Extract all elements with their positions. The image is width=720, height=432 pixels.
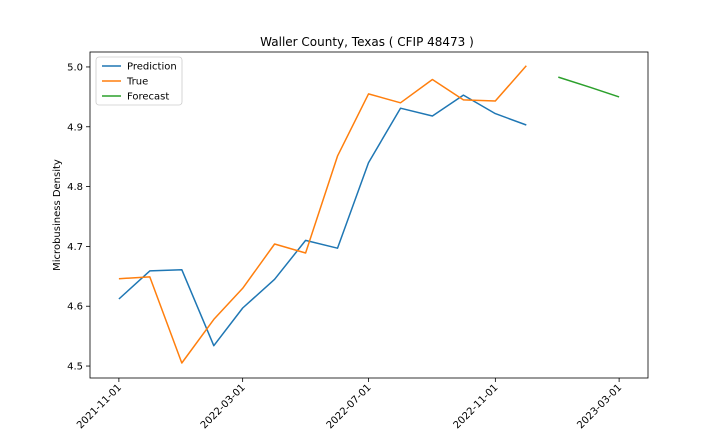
x-tick-label: 2023-03-01: [575, 382, 624, 431]
y-tick-label: 4.7: [67, 242, 83, 253]
y-axis-label: Microbusiness Density: [52, 159, 63, 271]
x-tick-label: 2022-03-01: [199, 382, 248, 431]
series-line-prediction: [118, 94, 527, 347]
legend-box: [95, 56, 183, 106]
x-tick-label: 2022-07-01: [325, 382, 374, 431]
x-tick-label: 2021-11-01: [75, 382, 124, 431]
legend-label-prediction: Prediction: [127, 62, 177, 73]
legend-label-forecast: Forecast: [127, 92, 169, 103]
y-tick-label: 4.6: [67, 302, 83, 313]
series-line-true: [118, 65, 527, 364]
legend: Prediction True Forecast: [95, 56, 183, 106]
plot-lines: [118, 65, 620, 364]
chart-title: Waller County, Texas ( CFIP 48473 ): [260, 35, 474, 49]
y-tick-label: 4.9: [67, 122, 83, 133]
y-tick-label: 4.5: [67, 362, 83, 373]
x-axis: 2021-11-01 2022-03-01 2022-07-01 2022-11-01…: [75, 378, 624, 431]
legend-label-true: True: [126, 77, 148, 88]
x-tick-label: 2022-11-01: [452, 382, 501, 431]
plot-frame: [89, 51, 649, 379]
series-line-forecast: [558, 76, 620, 98]
y-tick-label: 5.0: [67, 62, 83, 73]
y-tick-label: 4.8: [67, 182, 83, 193]
y-axis: 4.5 4.6 4.7 4.8 4.9 5.0: [67, 62, 90, 373]
